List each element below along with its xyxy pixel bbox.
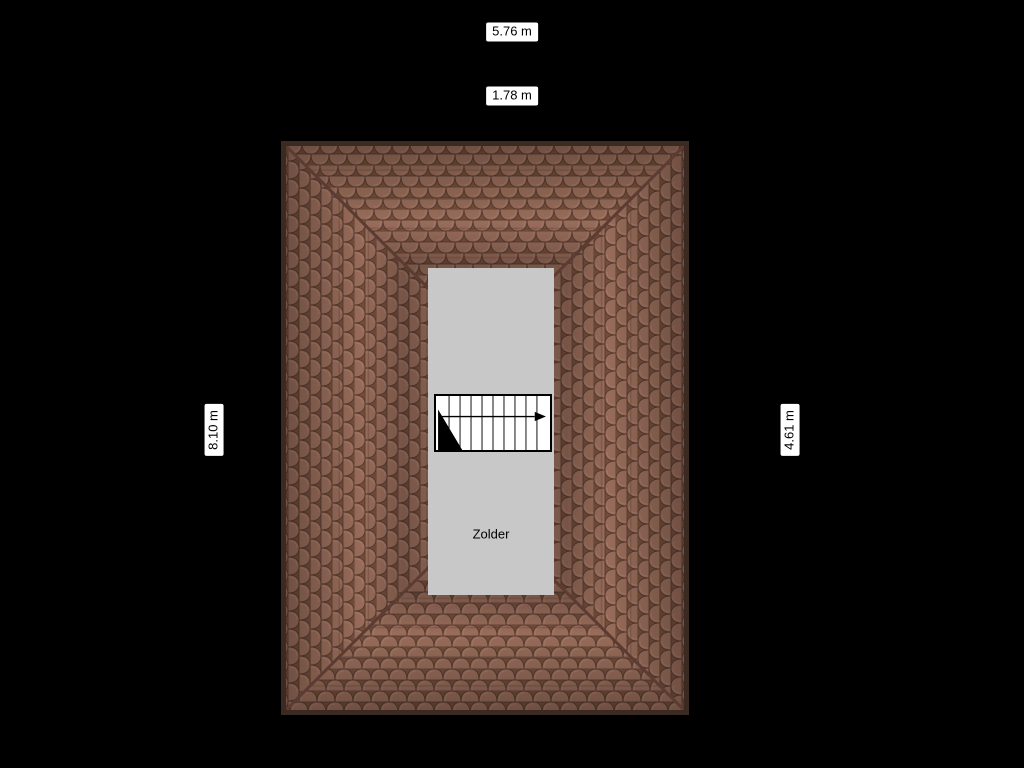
dim-room-height: 4.61 m [781,404,800,456]
dim-roof-width: 5.76 m [486,23,538,42]
stairs [434,394,552,452]
floorplan-canvas: Zolder 5.76 m 1.78 m 8.10 m 4.61 m [0,0,1024,768]
dim-roof-height: 8.10 m [205,404,224,456]
room-label: Zolder [473,527,510,542]
dim-room-width: 1.78 m [486,87,538,106]
